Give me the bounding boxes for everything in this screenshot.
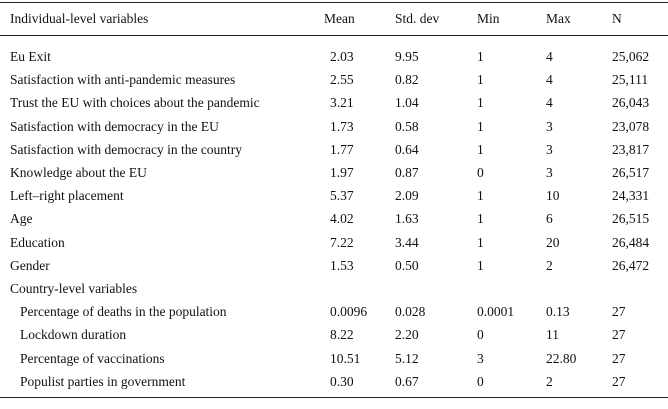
- value-cell: 0.87: [395, 165, 419, 180]
- row-label: Knowledge about the EU: [10, 165, 147, 180]
- value-cell: 25,111: [612, 72, 649, 88]
- value-cell: 11: [546, 327, 559, 343]
- value-cell: 2.03: [330, 49, 354, 64]
- value-cell: 1: [477, 257, 484, 273]
- value-cell: 3: [546, 165, 553, 180]
- row-label: Populist parties in government: [20, 373, 186, 389]
- row-label: Trust the EU with choices about the pand…: [10, 95, 260, 111]
- value-cell: 3: [546, 118, 553, 134]
- bottom-rule: [0, 397, 668, 398]
- value-cell: 0: [477, 373, 484, 389]
- value-cell: 1: [477, 118, 484, 134]
- value-cell: 0: [477, 327, 484, 343]
- value-cell: 1: [477, 72, 484, 88]
- value-cell: 5.37: [330, 188, 354, 204]
- value-cell: 26,043: [612, 95, 650, 111]
- value-cell: 3: [546, 141, 553, 157]
- value-cell: 27: [612, 350, 626, 366]
- row-label: Percentage of vaccinations: [20, 350, 165, 366]
- value-cell: 0.58: [395, 118, 419, 134]
- value-cell: 1.97: [330, 165, 354, 180]
- value-cell: 0.82: [395, 72, 419, 88]
- value-cell: 26,472: [612, 257, 650, 273]
- value-cell: 27: [612, 373, 626, 389]
- value-cell: 0.028: [395, 304, 426, 320]
- value-cell: 24,331: [612, 188, 650, 204]
- value-cell: 1: [477, 49, 484, 64]
- value-cell: 0.50: [395, 257, 419, 273]
- value-cell: 1: [477, 95, 484, 111]
- group-label: Individual-level variables: [10, 11, 149, 26]
- value-cell: 1: [477, 211, 484, 227]
- column-header: Min: [477, 11, 500, 26]
- value-cell: 26,517: [612, 165, 650, 180]
- row-label: Satisfaction with democracy in the EU: [10, 118, 219, 134]
- value-cell: 2: [546, 373, 553, 389]
- row-label: Age: [10, 211, 33, 227]
- value-cell: 1: [477, 188, 484, 204]
- value-cell: 2.20: [395, 327, 419, 343]
- value-cell: 0.30: [330, 373, 354, 389]
- row-label: Satisfaction with anti-pandemic measures: [10, 72, 236, 88]
- group-label: Country-level variables: [10, 281, 138, 296]
- column-header: Std. dev: [395, 11, 440, 26]
- value-cell: 0.13: [546, 304, 570, 320]
- top-rule: [0, 2, 668, 3]
- value-cell: 22.80: [546, 350, 577, 366]
- value-cell: 1.63: [395, 211, 419, 227]
- value-cell: 1.53: [330, 257, 354, 273]
- value-cell: 27: [612, 304, 626, 320]
- value-cell: 2.09: [395, 188, 419, 204]
- column-header: N: [612, 11, 622, 26]
- row-label: Gender: [10, 257, 50, 273]
- value-cell: 27: [612, 327, 626, 343]
- value-cell: 8.22: [330, 327, 354, 343]
- value-cell: 10: [546, 188, 560, 204]
- value-cell: 25,062: [612, 49, 650, 64]
- row-label: Percentage of deaths in the population: [20, 304, 227, 320]
- value-cell: 3: [477, 350, 484, 366]
- value-cell: 0.64: [395, 141, 419, 157]
- value-cell: 1.73: [330, 118, 354, 134]
- value-cell: 1.04: [395, 95, 419, 111]
- value-cell: 4: [546, 49, 553, 64]
- value-cell: 23,078: [612, 118, 650, 134]
- value-cell: 3.44: [395, 234, 419, 250]
- value-cell: 1.77: [330, 141, 354, 157]
- value-cell: 1: [477, 141, 484, 157]
- value-cell: 9.95: [395, 49, 419, 64]
- value-cell: 0.0096: [330, 304, 368, 320]
- column-header: Mean: [324, 11, 355, 26]
- value-cell: 4: [546, 95, 553, 111]
- column-header: Max: [546, 11, 571, 26]
- value-cell: 7.22: [330, 234, 354, 250]
- header-rule: [0, 35, 668, 36]
- value-cell: 1: [477, 234, 484, 250]
- row-label: Eu Exit: [10, 49, 51, 64]
- row-label: Lockdown duration: [20, 327, 127, 343]
- value-cell: 4: [546, 72, 553, 88]
- value-cell: 26,484: [612, 234, 650, 250]
- value-cell: 0.0001: [477, 304, 515, 320]
- value-cell: 4.02: [330, 211, 354, 227]
- row-label: Education: [10, 234, 65, 250]
- value-cell: 6: [546, 211, 553, 227]
- row-label: Satisfaction with democracy in the count…: [10, 141, 243, 157]
- value-cell: 2: [546, 257, 553, 273]
- value-cell: 10.51: [330, 350, 361, 366]
- value-cell: 3.21: [330, 95, 354, 111]
- value-cell: 5.12: [395, 350, 419, 366]
- value-cell: 0.67: [395, 373, 419, 389]
- value-cell: 0: [477, 165, 484, 180]
- value-cell: 2.55: [330, 72, 354, 88]
- value-cell: 23,817: [612, 141, 650, 157]
- value-cell: 20: [546, 234, 560, 250]
- row-label: Left–right placement: [10, 188, 124, 204]
- value-cell: 26,515: [612, 211, 650, 227]
